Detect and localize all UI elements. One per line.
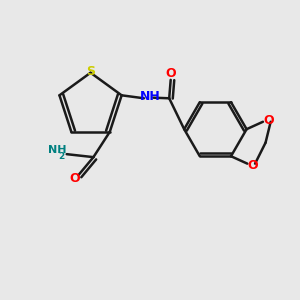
Text: O: O [263, 114, 274, 127]
Text: O: O [165, 68, 176, 80]
Text: 2: 2 [58, 152, 64, 161]
Text: NH: NH [48, 145, 66, 155]
Text: O: O [248, 159, 258, 172]
Text: NH: NH [140, 90, 161, 103]
Text: S: S [86, 65, 95, 78]
Text: O: O [70, 172, 80, 185]
